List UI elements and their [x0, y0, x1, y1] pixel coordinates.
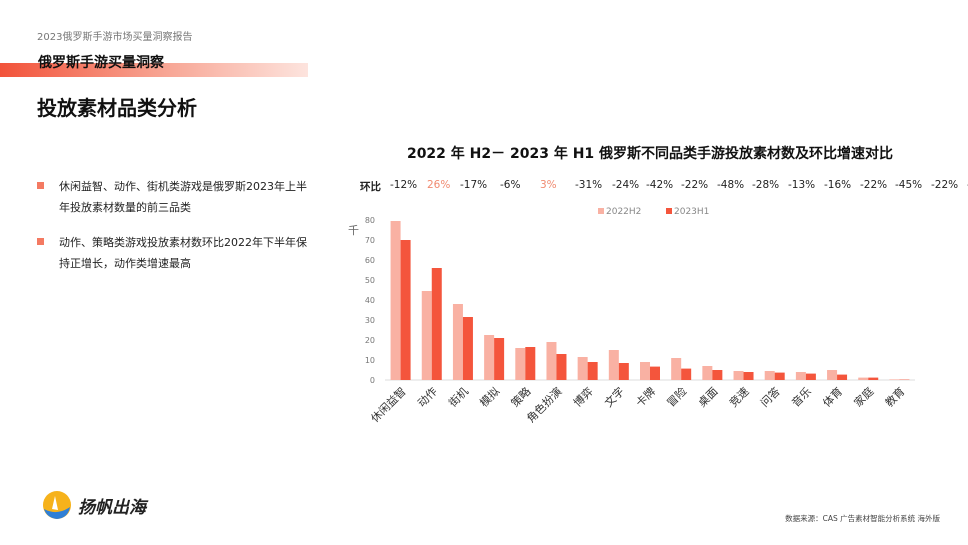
growth-value: -24%: [612, 179, 640, 191]
bar-2022H2: [577, 357, 588, 380]
bar-2023H1: [774, 372, 785, 380]
growth-row: 环比 -12% 26% -17% -6% 3% -31% -24% -42% -22% -48% -2…: [360, 179, 968, 194]
bar-2023H1: [743, 372, 754, 380]
logo-icon: [43, 491, 71, 519]
legend-swatch: [666, 208, 672, 214]
bar-2023H1: [837, 374, 848, 380]
bar-2023H1: [587, 362, 598, 380]
growth-value: -6%: [500, 179, 521, 191]
y-tick-label: 20: [365, 336, 375, 345]
x-tick-label: 教育: [882, 384, 907, 409]
growth-value: -42%: [646, 179, 674, 191]
bar-2022H2: [390, 221, 401, 380]
y-tick-label: 30: [365, 316, 375, 325]
x-tick-label: 桌面: [696, 385, 721, 410]
logo: 扬帆出海: [42, 490, 146, 520]
x-tick-label: 街机: [446, 384, 471, 409]
section-title: 俄罗斯手游买量洞察: [38, 55, 164, 71]
bullet-icon: [37, 238, 44, 245]
bar-2022H2: [889, 379, 900, 380]
y-tick-label: 70: [365, 236, 375, 245]
y-tick-label: 10: [365, 356, 375, 365]
x-tick-label: 卡牌: [633, 384, 658, 409]
bar-2023H1: [556, 354, 567, 380]
section-band: [0, 63, 308, 77]
legend-swatch: [598, 208, 604, 214]
bullet-text: 休闲益智、动作、街机类游戏是俄罗斯2023年上半年投放素材数量的前三品类: [59, 180, 307, 214]
y-tick-label: 40: [365, 296, 375, 305]
bar-2023H1: [805, 373, 816, 380]
bar-2022H2: [827, 370, 838, 380]
growth-value: -17%: [460, 179, 488, 191]
growth-value: -31%: [575, 179, 603, 191]
x-tick-label: 角色扮演: [524, 384, 565, 425]
growth-value: 3%: [540, 179, 557, 191]
bar-2022H2: [764, 371, 775, 380]
y-tick-label: 80: [365, 216, 375, 225]
bar-2022H2: [858, 377, 869, 380]
bar-2023H1: [494, 338, 505, 380]
growth-value: -22%: [931, 179, 959, 191]
bullet-2: 动作、策略类游戏投放素材数环比2022年下半年保持正增长，动作类增速最高: [37, 232, 312, 274]
bullet-icon: [37, 182, 44, 189]
bar-2023H1: [462, 317, 473, 380]
growth-value: -12%: [390, 179, 418, 191]
page-title: 投放素材品类分析: [37, 96, 197, 120]
bar-2022H2: [421, 291, 432, 380]
bar-2022H2: [733, 371, 744, 380]
x-tick-label: 冒险: [664, 384, 689, 409]
bar-2022H2: [546, 342, 557, 380]
growth-label: 环比: [360, 181, 381, 193]
bar-2023H1: [650, 366, 660, 380]
growth-value: -13%: [788, 179, 816, 191]
x-tick-label: 动作: [415, 385, 440, 410]
bullet-1: 休闲益智、动作、街机类游戏是俄罗斯2023年上半年投放素材数量的前三品类: [37, 176, 312, 218]
bar-2023H1: [400, 240, 411, 380]
growth-value: -22%: [681, 179, 709, 191]
bar-2022H2: [702, 366, 713, 380]
x-tick-label: 博弈: [570, 384, 595, 409]
chart-title: 2022 年 H2－ 2023 年 H1 俄罗斯不同品类手游投放素材数及环比增速…: [406, 146, 894, 162]
bar-2023H1: [618, 363, 629, 380]
data-source: 数据来源：CAS 广告素材智能分析系统 海外版: [785, 514, 940, 523]
bar-2022H2: [608, 350, 619, 380]
growth-value: 26%: [427, 179, 451, 191]
growth-value: -22%: [860, 179, 888, 191]
x-tick-label: 音乐: [789, 384, 814, 409]
report-title: 2023俄罗斯手游市场买量洞察报告: [37, 32, 193, 43]
bar-chart: 千 0 10 20 30 40 50 60 70 80 2022H2 2023H1 休闲益智 动作 街机 模拟…: [348, 207, 915, 425]
bar-2022H2: [452, 304, 463, 380]
bullet-text: 动作、策略类游戏投放素材数环比2022年下半年保持正增长，动作类增速最高: [59, 236, 307, 270]
bar-2022H2: [640, 362, 650, 380]
bar-2022H2: [795, 372, 806, 380]
y-tick-label: 0: [370, 376, 375, 385]
growth-value: -45%: [895, 179, 923, 191]
bar-2023H1: [681, 368, 692, 380]
x-tick-label: 策略: [508, 384, 533, 409]
growth-value: -48%: [717, 179, 745, 191]
legend-label: 2022H2: [606, 207, 641, 217]
x-tick-label: 竞速: [726, 384, 751, 409]
y-axis-label: 千: [348, 224, 359, 237]
legend-label: 2023H1: [674, 207, 709, 217]
growth-value: -16%: [824, 179, 852, 191]
x-tick-label: 家庭: [851, 384, 876, 409]
y-tick-label: 60: [365, 256, 375, 265]
x-tick-label: 模拟: [477, 384, 502, 409]
growth-value: -28%: [752, 179, 780, 191]
bar-2023H1: [525, 347, 536, 380]
x-tick-label: 问答: [757, 384, 782, 409]
bar-2023H1: [712, 370, 723, 380]
bar-2022H2: [671, 358, 682, 380]
x-tick-label: 文字: [601, 384, 626, 409]
y-tick-label: 50: [365, 276, 375, 285]
logo-text: 扬帆出海: [78, 497, 146, 518]
bar-2022H2: [484, 335, 495, 380]
x-tick-label: 体育: [820, 384, 845, 409]
bar-2022H2: [515, 348, 526, 380]
x-tick-label: 休闲益智: [368, 384, 409, 425]
bar-2023H1: [868, 377, 879, 380]
bar-2023H1: [431, 268, 442, 380]
